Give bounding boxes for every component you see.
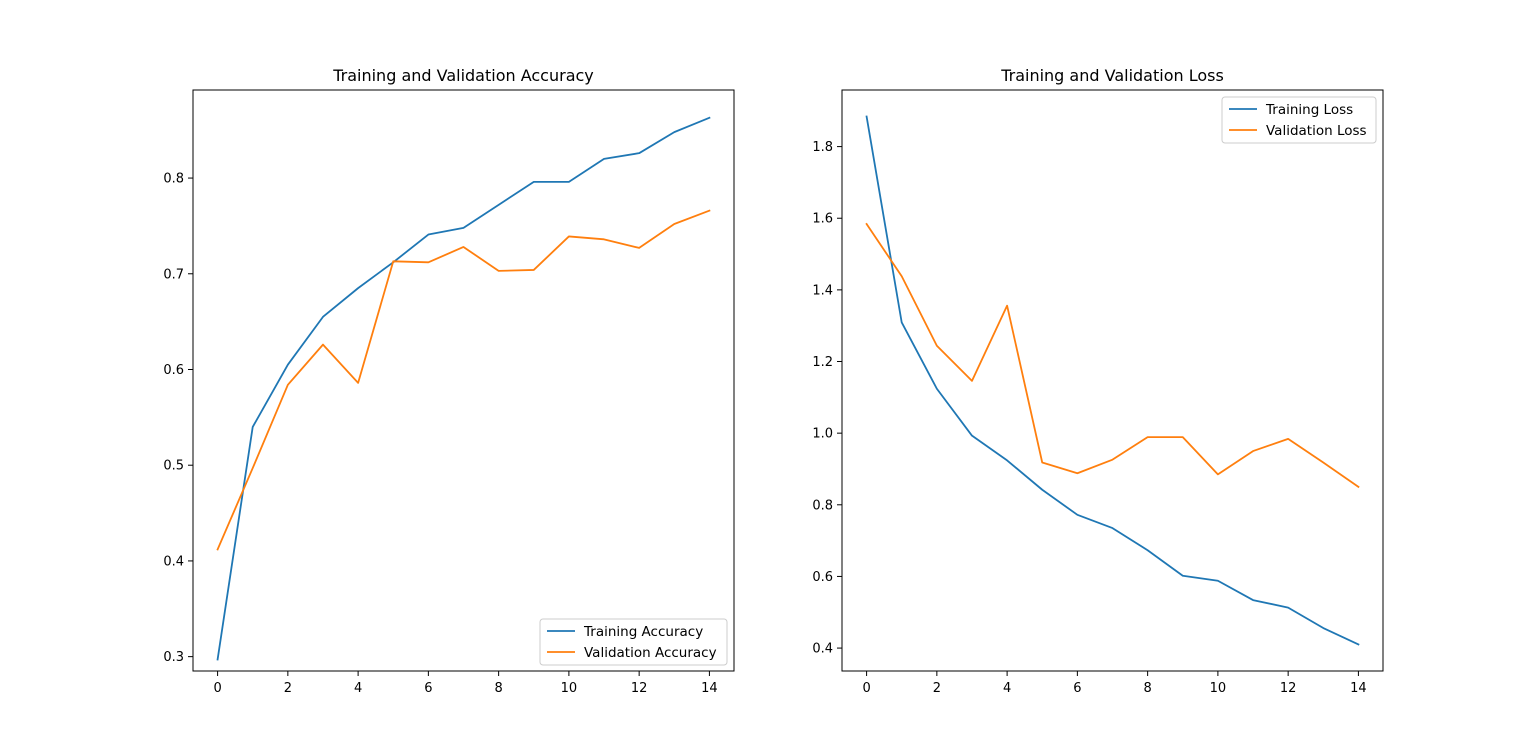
accuracy-chart: Training and Validation Accuracy 0 2 4 6 8 10 1…: [163, 66, 735, 696]
accuracy-x-tick-label: 6: [424, 681, 432, 696]
accuracy-plot-frame: [192, 89, 735, 672]
accuracy-x-tick-label: 12: [631, 681, 648, 696]
loss-x-tick-label: 4: [1003, 681, 1011, 696]
accuracy-legend-box: [539, 618, 728, 666]
accuracy-series-line-training: [216, 116, 711, 661]
loss-legend-label: Validation Loss: [1266, 123, 1367, 139]
accuracy-legend-label: Training Accuracy: [583, 624, 703, 640]
accuracy-x-tick-label: 2: [284, 681, 292, 696]
loss-x-tick-label: 2: [933, 681, 941, 696]
loss-y-tick-label: 1.8: [812, 140, 833, 155]
loss-x-tick-label: 0: [862, 681, 870, 696]
accuracy-legend-label: Validation Accuracy: [584, 645, 717, 661]
loss-y-tick-label: 1.4: [812, 283, 833, 298]
accuracy-x-tick-label: 10: [561, 681, 578, 696]
accuracy-y-tick-label: 0.7: [163, 267, 184, 282]
loss-x-tick-label: 6: [1073, 681, 1081, 696]
loss-plot-frame: [841, 89, 1384, 672]
accuracy-x-tick-label: 4: [354, 681, 362, 696]
loss-y-tick-label: 0.6: [812, 570, 833, 585]
accuracy-series-line-validation: [216, 209, 711, 551]
accuracy-chart-title: Training and Validation Accuracy: [332, 66, 594, 85]
loss-x-tick-label: 12: [1280, 681, 1297, 696]
accuracy-y-tick-label: 0.8: [163, 172, 184, 187]
accuracy-y-tick-label: 0.6: [163, 363, 184, 378]
accuracy-x-tick-label: 14: [701, 681, 718, 696]
loss-y-tick-label: 0.8: [812, 498, 833, 513]
loss-y-tick-label: 1.2: [812, 355, 833, 370]
accuracy-y-tick-label: 0.3: [163, 650, 184, 665]
loss-chart: Training and Validation Loss 0 2 4 6 8 10 12 14 0…: [812, 66, 1384, 696]
accuracy-y-tick-label: 0.5: [163, 459, 184, 474]
loss-legend: Training Loss Validation Loss: [1221, 96, 1377, 144]
accuracy-x-tick-label: 0: [213, 681, 221, 696]
loss-x-tick-label: 10: [1210, 681, 1227, 696]
loss-chart-title: Training and Validation Loss: [1000, 66, 1224, 85]
loss-series-line-validation: [865, 222, 1360, 489]
loss-legend-label: Training Loss: [1265, 102, 1353, 118]
loss-y-tick-label: 1.6: [812, 212, 833, 227]
accuracy-x-tick-label: 8: [494, 681, 502, 696]
loss-x-tick-label: 14: [1350, 681, 1367, 696]
loss-series-line-training: [865, 115, 1360, 646]
loss-x-tick-label: 8: [1143, 681, 1151, 696]
loss-y-tick-label: 1.0: [812, 427, 833, 442]
accuracy-y-tick-label: 0.4: [163, 554, 184, 569]
loss-y-tick-label: 0.4: [812, 642, 833, 657]
accuracy-legend: Training Accuracy Validation Accuracy: [539, 618, 728, 666]
loss-legend-box: [1221, 96, 1377, 144]
